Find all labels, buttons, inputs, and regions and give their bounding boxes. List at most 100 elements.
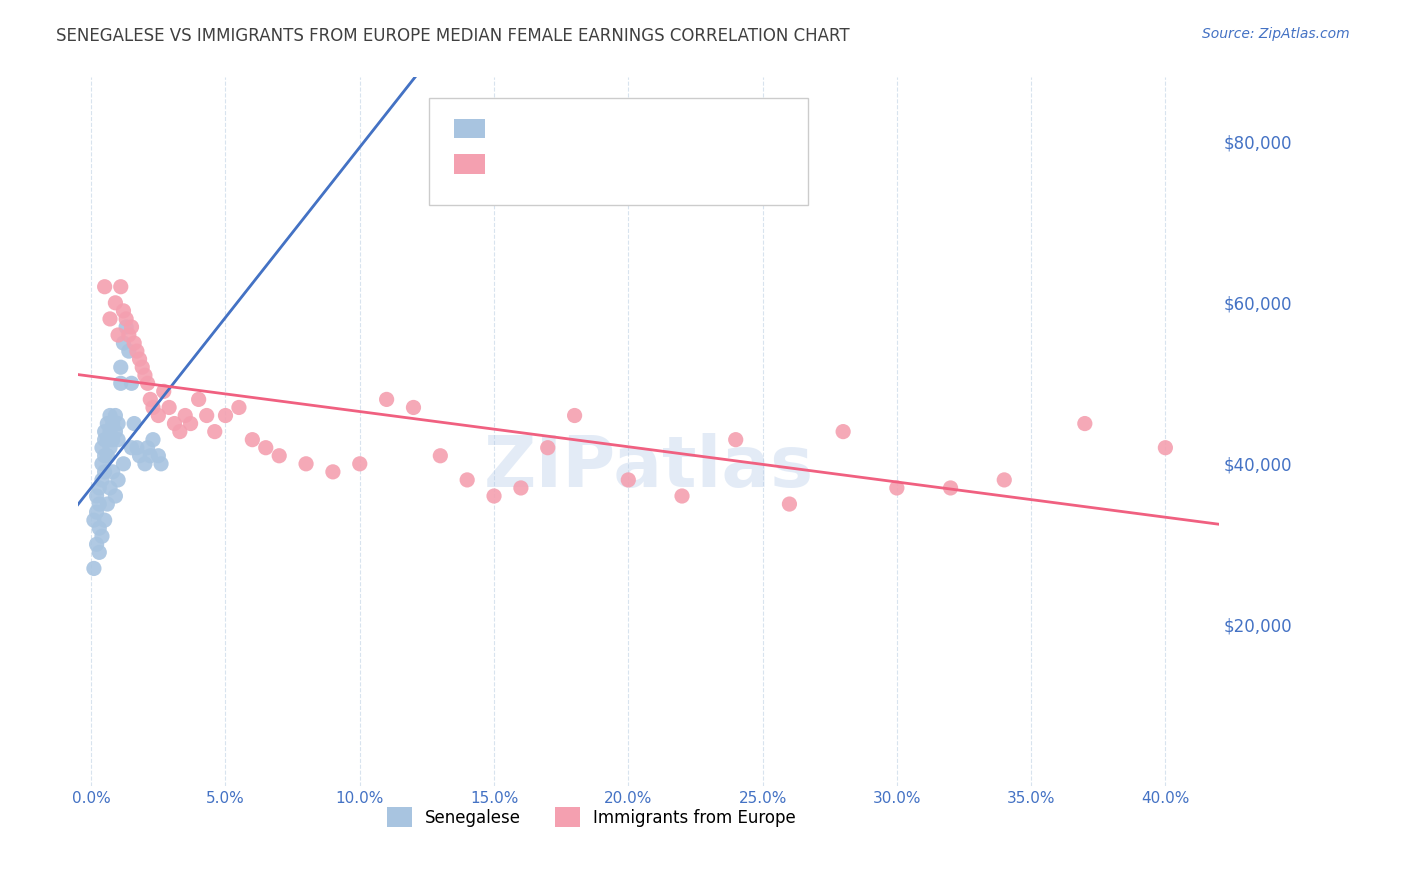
Point bbox=[110, 360, 132, 375]
Point bbox=[134, 368, 156, 383]
Point bbox=[228, 401, 250, 415]
Point bbox=[125, 441, 148, 455]
Text: R =: R = bbox=[457, 156, 509, 174]
Point bbox=[174, 409, 197, 423]
Point bbox=[96, 433, 118, 447]
Point bbox=[93, 449, 115, 463]
Point bbox=[375, 392, 398, 407]
Point bbox=[91, 529, 114, 543]
Point bbox=[93, 513, 115, 527]
Point bbox=[107, 328, 129, 343]
Point bbox=[96, 417, 118, 431]
Point bbox=[180, 417, 202, 431]
Point bbox=[104, 409, 127, 423]
Point bbox=[118, 344, 141, 359]
Point bbox=[152, 384, 174, 399]
Point bbox=[101, 433, 124, 447]
Point bbox=[107, 473, 129, 487]
Point bbox=[122, 336, 145, 351]
Legend: Senegalese, Immigrants from Europe: Senegalese, Immigrants from Europe bbox=[381, 800, 803, 834]
Point bbox=[104, 425, 127, 439]
Point bbox=[148, 449, 170, 463]
Point bbox=[107, 433, 129, 447]
Point bbox=[104, 295, 127, 310]
Point bbox=[91, 441, 114, 455]
Point bbox=[564, 409, 586, 423]
Point bbox=[121, 441, 143, 455]
Point bbox=[204, 425, 226, 439]
Point bbox=[939, 481, 962, 495]
Point bbox=[112, 336, 135, 351]
Point bbox=[993, 473, 1015, 487]
Point bbox=[295, 457, 318, 471]
Point bbox=[169, 425, 191, 439]
Point bbox=[89, 497, 111, 511]
Point bbox=[96, 449, 118, 463]
Point bbox=[93, 425, 115, 439]
Point bbox=[112, 304, 135, 318]
Point bbox=[139, 449, 162, 463]
Point bbox=[110, 376, 132, 391]
Point bbox=[136, 376, 159, 391]
Point bbox=[121, 320, 143, 334]
Point bbox=[107, 417, 129, 431]
Point bbox=[429, 449, 451, 463]
Point bbox=[142, 401, 165, 415]
Point bbox=[96, 497, 118, 511]
Point bbox=[83, 513, 105, 527]
Point bbox=[131, 360, 153, 375]
Point bbox=[724, 433, 747, 447]
Point bbox=[537, 441, 560, 455]
Point bbox=[214, 409, 236, 423]
Point bbox=[101, 465, 124, 479]
Point bbox=[115, 320, 138, 334]
Point bbox=[482, 489, 505, 503]
Point bbox=[832, 425, 855, 439]
Point bbox=[91, 473, 114, 487]
Point bbox=[128, 352, 150, 367]
Point bbox=[195, 409, 218, 423]
Point bbox=[671, 489, 693, 503]
Point bbox=[86, 505, 108, 519]
Point bbox=[778, 497, 800, 511]
Text: -0.353: -0.353 bbox=[520, 156, 585, 174]
Point bbox=[91, 457, 114, 471]
Point bbox=[163, 417, 186, 431]
Point bbox=[456, 473, 478, 487]
Point bbox=[1074, 417, 1097, 431]
Point bbox=[89, 481, 111, 495]
Point bbox=[128, 449, 150, 463]
Point bbox=[269, 449, 291, 463]
Point bbox=[115, 312, 138, 326]
Point bbox=[187, 392, 209, 407]
Point bbox=[93, 433, 115, 447]
Point bbox=[402, 401, 425, 415]
Point bbox=[83, 561, 105, 575]
Point bbox=[322, 465, 344, 479]
Point bbox=[89, 521, 111, 535]
Point bbox=[86, 489, 108, 503]
Point bbox=[98, 481, 121, 495]
Point bbox=[86, 537, 108, 551]
Text: ZIPatlas: ZIPatlas bbox=[484, 433, 814, 501]
Point bbox=[886, 481, 908, 495]
Text: Source: ZipAtlas.com: Source: ZipAtlas.com bbox=[1202, 27, 1350, 41]
Point bbox=[617, 473, 640, 487]
Point bbox=[122, 417, 145, 431]
Point bbox=[104, 489, 127, 503]
Text: R =: R = bbox=[457, 120, 509, 138]
Text: 0.299: 0.299 bbox=[520, 120, 576, 138]
Point bbox=[349, 457, 371, 471]
Point bbox=[98, 441, 121, 455]
Point bbox=[93, 279, 115, 293]
Point bbox=[98, 312, 121, 326]
Point bbox=[93, 465, 115, 479]
Text: N = 53: N = 53 bbox=[598, 156, 665, 174]
Point bbox=[118, 328, 141, 343]
Point bbox=[157, 401, 180, 415]
Point bbox=[101, 417, 124, 431]
Point bbox=[98, 425, 121, 439]
Point bbox=[121, 376, 143, 391]
Point bbox=[89, 545, 111, 559]
Point bbox=[240, 433, 263, 447]
